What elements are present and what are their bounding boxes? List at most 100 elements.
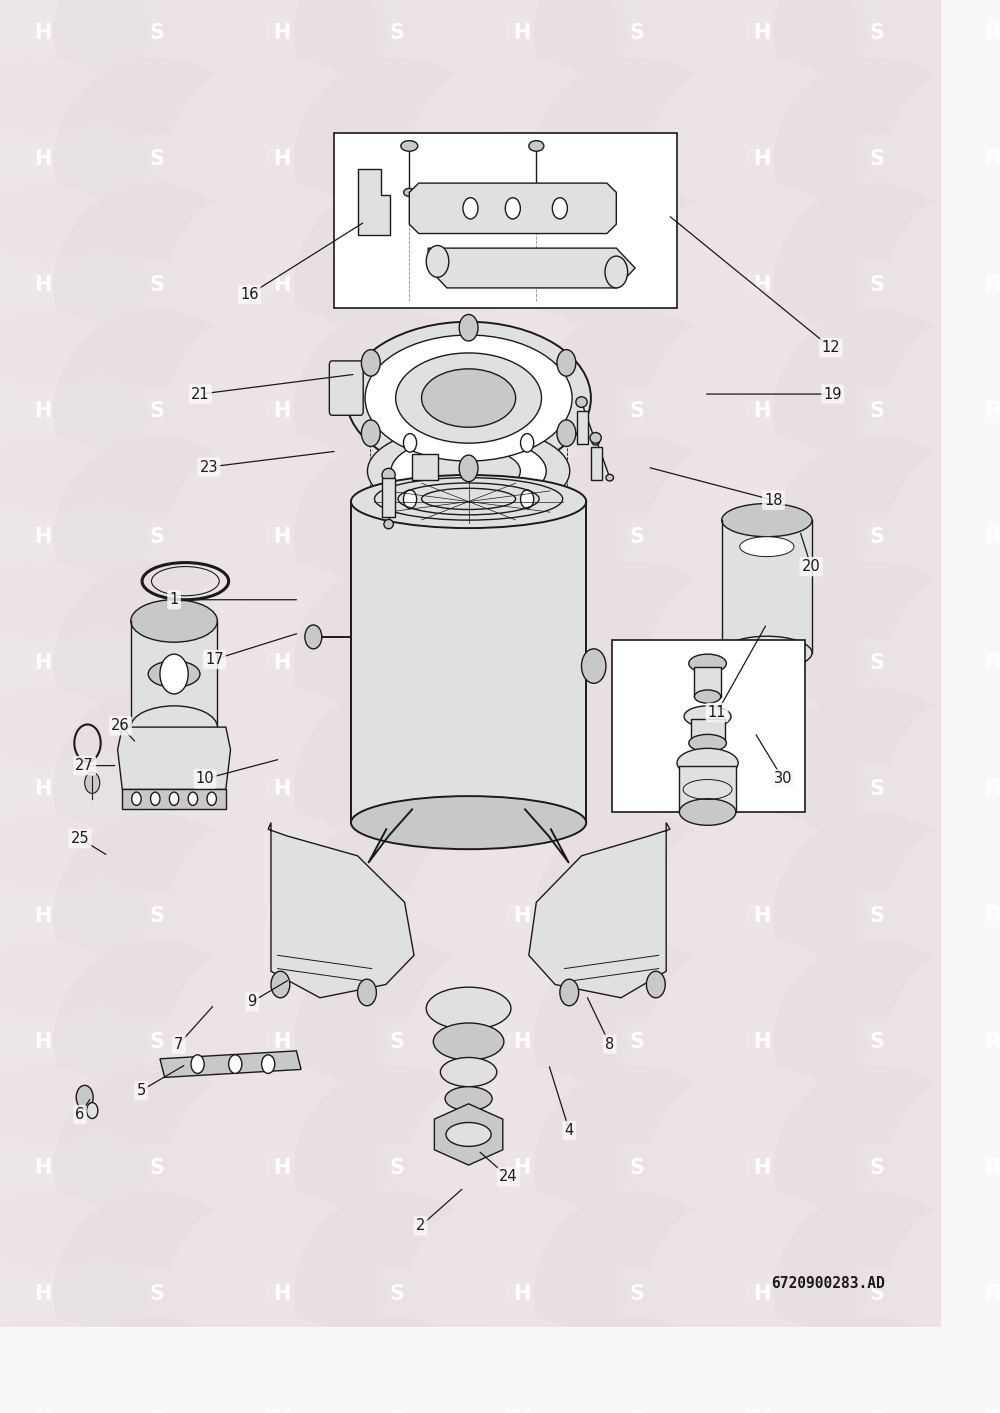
- Ellipse shape: [179, 1191, 386, 1396]
- Ellipse shape: [179, 940, 386, 1143]
- Text: H: H: [514, 1410, 531, 1413]
- Ellipse shape: [648, 1191, 855, 1396]
- Ellipse shape: [168, 57, 375, 261]
- Ellipse shape: [648, 687, 855, 892]
- Ellipse shape: [899, 184, 1000, 387]
- Text: S: S: [150, 1031, 165, 1051]
- Ellipse shape: [899, 309, 1000, 513]
- Ellipse shape: [0, 0, 146, 136]
- Text: H: H: [34, 906, 51, 926]
- Text: H: H: [34, 653, 51, 674]
- Ellipse shape: [168, 1065, 375, 1270]
- Ellipse shape: [659, 57, 866, 261]
- Bar: [412, 454, 438, 480]
- Ellipse shape: [722, 636, 812, 670]
- Text: 9: 9: [248, 995, 257, 1009]
- Text: S: S: [150, 1410, 165, 1413]
- Ellipse shape: [54, 57, 261, 261]
- Ellipse shape: [408, 561, 615, 766]
- Ellipse shape: [408, 0, 615, 136]
- Ellipse shape: [773, 0, 980, 136]
- Text: P: P: [744, 23, 759, 44]
- Ellipse shape: [54, 309, 261, 513]
- Text: S: S: [630, 780, 645, 800]
- Text: S: S: [150, 906, 165, 926]
- Ellipse shape: [305, 625, 322, 649]
- Ellipse shape: [408, 814, 615, 1017]
- Text: H: H: [514, 527, 531, 547]
- Text: H: H: [274, 527, 291, 547]
- Polygon shape: [131, 620, 217, 728]
- Ellipse shape: [888, 561, 1000, 766]
- Circle shape: [358, 979, 376, 1006]
- Text: P: P: [744, 1410, 759, 1413]
- Circle shape: [403, 434, 417, 452]
- Ellipse shape: [0, 184, 146, 387]
- Ellipse shape: [401, 141, 418, 151]
- Text: H: H: [274, 780, 291, 800]
- Ellipse shape: [888, 435, 1000, 640]
- Circle shape: [229, 1056, 242, 1074]
- Text: P: P: [984, 653, 999, 674]
- Ellipse shape: [648, 0, 855, 136]
- Text: H: H: [993, 276, 1000, 295]
- Ellipse shape: [773, 1191, 980, 1396]
- Ellipse shape: [419, 435, 626, 640]
- Text: 7: 7: [174, 1037, 183, 1051]
- Text: S: S: [150, 401, 165, 421]
- Text: 16: 16: [240, 287, 259, 302]
- Text: P: P: [984, 1031, 999, 1051]
- Ellipse shape: [404, 188, 415, 196]
- Circle shape: [132, 793, 141, 805]
- Ellipse shape: [396, 353, 542, 444]
- Ellipse shape: [294, 309, 501, 513]
- Ellipse shape: [419, 814, 626, 1017]
- Text: H: H: [753, 1031, 771, 1051]
- Text: P: P: [264, 150, 280, 170]
- Bar: [612, 640, 805, 812]
- Text: H: H: [514, 150, 531, 170]
- Text: H: H: [993, 1031, 1000, 1051]
- Circle shape: [191, 1056, 204, 1074]
- Bar: [691, 719, 725, 743]
- Text: 1: 1: [169, 592, 179, 608]
- Ellipse shape: [0, 1191, 146, 1396]
- Ellipse shape: [899, 940, 1000, 1143]
- Ellipse shape: [659, 1065, 866, 1270]
- Polygon shape: [529, 822, 670, 998]
- Ellipse shape: [294, 184, 501, 387]
- Text: S: S: [390, 653, 405, 674]
- Ellipse shape: [54, 940, 261, 1143]
- Text: H: H: [993, 1410, 1000, 1413]
- Ellipse shape: [888, 0, 1000, 136]
- Text: H: H: [753, 906, 771, 926]
- Circle shape: [605, 256, 628, 288]
- Ellipse shape: [419, 1191, 626, 1396]
- Ellipse shape: [426, 988, 511, 1030]
- Ellipse shape: [54, 687, 261, 892]
- Ellipse shape: [408, 687, 615, 892]
- Ellipse shape: [408, 309, 615, 513]
- Circle shape: [505, 198, 520, 219]
- Text: H: H: [34, 527, 51, 547]
- Ellipse shape: [773, 814, 980, 1017]
- Text: P: P: [744, 276, 759, 295]
- Circle shape: [87, 1102, 98, 1119]
- Text: 27: 27: [75, 759, 94, 773]
- Ellipse shape: [54, 184, 261, 387]
- Ellipse shape: [419, 561, 626, 766]
- Ellipse shape: [419, 687, 626, 892]
- Text: H: H: [514, 780, 531, 800]
- Text: P: P: [984, 780, 999, 800]
- Text: S: S: [390, 1283, 405, 1304]
- Text: H: H: [34, 150, 51, 170]
- Text: P: P: [744, 150, 759, 170]
- Polygon shape: [358, 168, 390, 235]
- Ellipse shape: [659, 814, 866, 1017]
- Text: P: P: [504, 906, 519, 926]
- Ellipse shape: [659, 1317, 866, 1413]
- Text: S: S: [630, 150, 645, 170]
- Ellipse shape: [534, 184, 741, 387]
- Text: P: P: [504, 1031, 519, 1051]
- Text: H: H: [514, 1283, 531, 1304]
